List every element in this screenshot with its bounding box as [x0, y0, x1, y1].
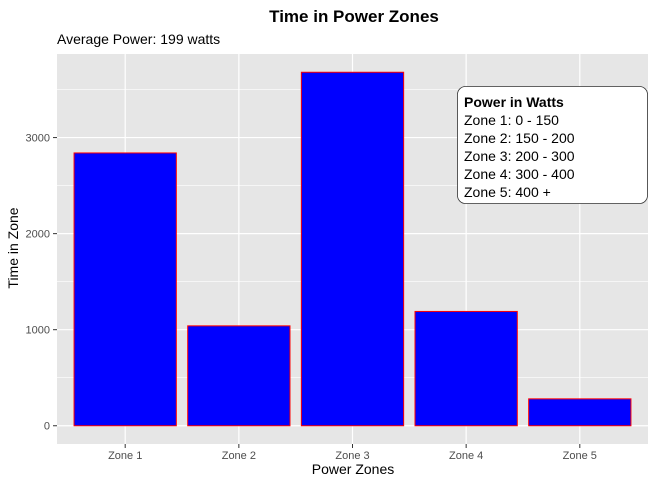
x-axis-ticks: Zone 1 Zone 2 Zone 3 Zone 4 Zone 5 [108, 444, 597, 462]
legend-frame [457, 86, 648, 204]
y-axis-title: Time in Zone [5, 207, 21, 288]
x-tick-label: Zone 5 [563, 450, 597, 462]
bar-zone-1 [73, 152, 177, 427]
bar-zone-5 [528, 398, 632, 427]
legend-line-zone-3: Zone 3: 200 - 300 [464, 148, 575, 164]
bar-zone-2 [187, 325, 291, 427]
x-axis-title: Power Zones [312, 461, 394, 477]
x-tick-label: Zone 2 [222, 450, 256, 462]
y-tick-label: 1000 [26, 325, 50, 337]
legend-title: Power in Watts [464, 94, 564, 110]
x-tick-label: Zone 3 [335, 450, 369, 462]
bar-zone-4 [414, 310, 518, 427]
x-tick-label: Zone 1 [108, 450, 142, 462]
legend-line-zone-1: Zone 1: 0 - 150 [464, 112, 559, 128]
legend-line-zone-4: Zone 4: 300 - 400 [464, 166, 575, 182]
bar-zone-3 [300, 71, 405, 427]
bars [73, 71, 632, 427]
y-tick-label: 3000 [26, 133, 50, 145]
x-tick-label: Zone 4 [449, 450, 483, 462]
legend-line-zone-2: Zone 2: 150 - 200 [464, 130, 575, 146]
y-tick-label: 0 [44, 421, 50, 433]
legend-line-zone-5: Zone 5: 400 + [464, 184, 551, 200]
chart-subtitle: Average Power: 199 watts [57, 31, 220, 47]
y-axis-ticks: 0 1000 2000 3000 [26, 133, 57, 433]
y-tick-label: 2000 [26, 229, 50, 241]
legend-box: Power in Watts Zone 1: 0 - 150 Zone 2: 1… [457, 86, 648, 204]
chart-title: Time in Power Zones [269, 7, 439, 26]
